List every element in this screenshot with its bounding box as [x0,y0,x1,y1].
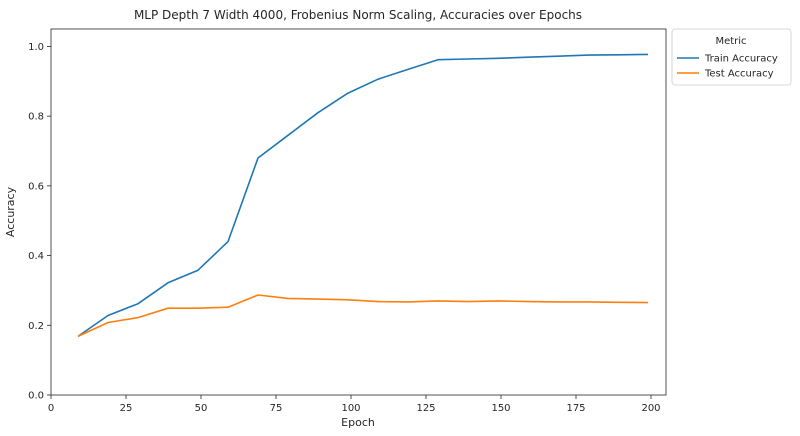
y-tick-label: 0.8 [28,112,44,123]
chart-title: MLP Depth 7 Width 4000, Frobenius Norm S… [134,8,582,22]
y-axis-label: Accuracy [4,186,17,237]
series-layer [77,53,649,338]
legend-label-test-accuracy: Test Accuracy [704,69,774,80]
x-tick-label: 150 [491,403,510,414]
x-tick-label: 175 [566,403,585,414]
x-axis: 0 25 50 75 100 125 150 175 200 [48,395,661,414]
series-line-test-accuracy [77,294,649,338]
y-tick-label: 0.6 [28,181,44,192]
x-tick-label: 0 [48,403,54,414]
x-tick-label: 25 [120,403,133,414]
legend-box [671,28,792,86]
x-tick-label: 100 [341,403,360,414]
x-tick-label: 200 [641,403,660,414]
series-line-train-accuracy [77,53,649,338]
legend: Metric Train Accuracy Test Accuracy [671,28,792,86]
y-tick-label: 0.2 [28,321,44,332]
plot-frame [50,28,667,396]
y-tick-label: 0.4 [28,251,44,262]
legend-entries: Train Accuracy Test Accuracy [677,54,778,80]
x-axis-label: Epoch [341,416,375,429]
x-tick-label: 75 [270,403,283,414]
x-tick-label: 50 [195,403,208,414]
x-tick-label: 125 [416,403,435,414]
y-axis: 0.0 0.2 0.4 0.6 0.8 1.0 [28,42,51,402]
y-tick-label: 1.0 [28,42,44,53]
legend-label-train-accuracy: Train Accuracy [704,54,778,65]
y-tick-label: 0.0 [28,391,44,402]
legend-title: Metric [715,36,746,47]
